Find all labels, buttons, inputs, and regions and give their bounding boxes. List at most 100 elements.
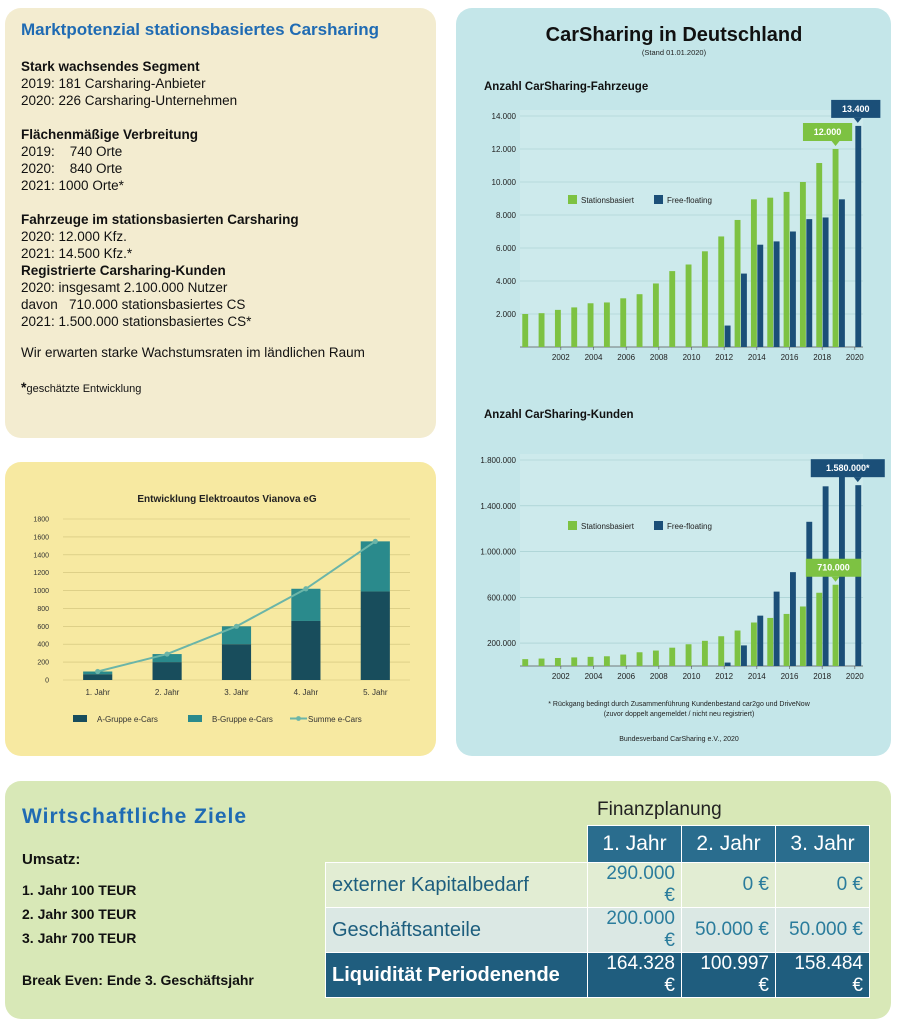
economic-goals-panel: Wirtschaftliche Ziele Umsatz: 1. Jahr 10… bbox=[5, 781, 891, 1019]
callout-pointer bbox=[853, 117, 862, 123]
x-tick-label: 2012 bbox=[715, 672, 733, 681]
y-tick-label: 1600 bbox=[33, 534, 49, 541]
bar-stationsbasiert bbox=[734, 219, 741, 347]
bar-a-gruppe bbox=[360, 591, 390, 680]
bar-stationsbasiert bbox=[669, 271, 676, 347]
bar-stationsbasiert bbox=[832, 149, 839, 347]
bar-free-floating bbox=[741, 273, 747, 347]
x-tick-label: 2010 bbox=[683, 672, 701, 681]
callout-label: 1.580.000* bbox=[826, 463, 870, 473]
bar-free-floating bbox=[806, 219, 813, 347]
legend-label: Free-floating bbox=[667, 522, 712, 531]
column-header: 2. Jahr bbox=[681, 825, 776, 863]
legend-label: Stationsbasiert bbox=[581, 196, 635, 205]
y-tick-label: 2.000 bbox=[496, 310, 517, 319]
germany-title: CarSharing in Deutschland bbox=[546, 24, 803, 46]
bar-free-floating bbox=[806, 521, 813, 666]
table-header-row: 1. Jahr 2. Jahr 3. Jahr bbox=[326, 825, 870, 863]
bar-stationsbasiert bbox=[522, 659, 529, 666]
bar-stationsbasiert bbox=[538, 658, 545, 666]
section-heading: Fahrzeuge im stationsbasierten Carsharin… bbox=[21, 212, 299, 227]
x-tick-label: 2008 bbox=[650, 353, 668, 362]
point-summe bbox=[303, 586, 309, 592]
row-label: Geschäftsanteile bbox=[325, 907, 588, 953]
bar-a-gruppe bbox=[83, 674, 113, 680]
table-cell: 164.328 € bbox=[587, 952, 682, 998]
x-tick-label: 2008 bbox=[650, 672, 668, 681]
y-tick-label: 1000 bbox=[33, 588, 49, 595]
x-tick-label: 4. Jahr bbox=[294, 688, 319, 697]
market-section-growth: Stark wachsendes Segment 2019: 181 Carsh… bbox=[21, 58, 420, 109]
column-header: 1. Jahr bbox=[587, 825, 682, 863]
x-tick-label: 2010 bbox=[683, 353, 701, 362]
x-tick-label: 2002 bbox=[552, 672, 570, 681]
germany-charts-svg: CarSharing in Deutschland (Stand 01.01.2… bbox=[480, 24, 885, 743]
bar-stationsbasiert bbox=[783, 191, 790, 347]
y-tick-label: 1200 bbox=[33, 570, 49, 577]
bar-stationsbasiert bbox=[816, 592, 823, 666]
footnote-star: * bbox=[21, 379, 27, 395]
y-tick-label: 600 bbox=[37, 624, 49, 631]
bar-stationsbasiert bbox=[620, 654, 627, 666]
bar-stationsbasiert bbox=[636, 652, 643, 666]
y-tick-label: 200.000 bbox=[487, 639, 516, 648]
section-line: 2020: 840 Orte bbox=[21, 161, 123, 176]
section-line: 2019: 740 Orte bbox=[21, 144, 123, 159]
legend-swatch bbox=[654, 195, 663, 204]
table-row: Geschäftsanteile 200.000 € 50.000 € 50.0… bbox=[325, 907, 870, 953]
table-cell: 50.000 € bbox=[681, 907, 776, 953]
bar-stationsbasiert bbox=[832, 584, 839, 666]
germany-source: Bundesverband CarSharing e.V., 2020 bbox=[619, 736, 739, 743]
bar-stationsbasiert bbox=[816, 163, 823, 347]
bar-stationsbasiert bbox=[538, 313, 545, 347]
x-tick-label: 2016 bbox=[781, 672, 799, 681]
bar-stationsbasiert bbox=[652, 283, 659, 347]
market-potential-panel: Marktpotenzial stationsbasiertes Carshar… bbox=[5, 8, 436, 438]
callout-label: 710.000 bbox=[817, 563, 850, 573]
bar-free-floating bbox=[839, 199, 845, 347]
bar-a-gruppe bbox=[291, 620, 321, 680]
market-section-vehicles: Fahrzeuge im stationsbasierten Carsharin… bbox=[21, 211, 420, 262]
legend-label: A-Gruppe e-Cars bbox=[97, 715, 158, 724]
bar-free-floating bbox=[724, 325, 731, 347]
section-line: 2020: 226 Carsharing-Unternehmen bbox=[21, 93, 238, 108]
bar-stationsbasiert bbox=[750, 622, 757, 666]
bar-stationsbasiert bbox=[652, 650, 659, 666]
y-tick-label: 8.000 bbox=[496, 211, 517, 220]
x-tick-label: 2002 bbox=[552, 353, 570, 362]
y-tick-label: 800 bbox=[37, 606, 49, 613]
section-heading: Stark wachsendes Segment bbox=[21, 59, 200, 74]
bar-stationsbasiert bbox=[734, 630, 741, 666]
bar-free-floating bbox=[773, 241, 780, 347]
x-tick-label: 5. Jahr bbox=[363, 688, 388, 697]
section-heading: Registrierte Carsharing-Kunden bbox=[21, 263, 226, 278]
germany-footnote-1: * Rückgang bedingt durch Zusammenführung… bbox=[548, 701, 810, 708]
carsharing-germany-panel: CarSharing in Deutschland (Stand 01.01.2… bbox=[456, 8, 891, 756]
bar-free-floating bbox=[757, 244, 764, 347]
section-heading: Flächenmäßige Verbreitung bbox=[21, 127, 199, 142]
y-tick-label: 600.000 bbox=[487, 593, 516, 602]
bar-free-floating bbox=[790, 572, 796, 666]
legend-label: B-Gruppe e-Cars bbox=[212, 715, 273, 724]
callout-box bbox=[810, 459, 885, 478]
x-tick-label: 2006 bbox=[617, 672, 635, 681]
x-tick-label: 1. Jahr bbox=[85, 688, 110, 697]
section-line: 2021: 14.500 Kfz.* bbox=[21, 246, 133, 261]
table-cell: 158.484 € bbox=[775, 952, 870, 998]
chart2-title: Anzahl CarSharing-Kunden bbox=[484, 409, 634, 421]
section-line: 2021: 1.500.000 stationsbasiertes CS* bbox=[21, 314, 252, 329]
bar-stationsbasiert bbox=[718, 236, 725, 347]
legend-label: Summe e-Cars bbox=[308, 715, 362, 724]
y-tick-label: 1.400.000 bbox=[480, 502, 516, 511]
bar-b-gruppe bbox=[152, 654, 182, 663]
germany-footnote-2: (zuvor doppelt angemeldet / nicht neu re… bbox=[604, 711, 755, 718]
section-line: davon 710.000 stationsbasiertes CS bbox=[21, 297, 246, 312]
bar-free-floating bbox=[757, 615, 764, 666]
x-tick-label: 2016 bbox=[781, 353, 799, 362]
bar-stationsbasiert bbox=[636, 294, 643, 347]
x-tick-label: 2. Jahr bbox=[155, 688, 180, 697]
market-section-spread: Flächenmäßige Verbreitung 2019: 740 Orte… bbox=[21, 126, 420, 194]
bar-stationsbasiert bbox=[571, 307, 578, 347]
y-tick-label: 1800 bbox=[33, 517, 49, 524]
x-tick-label: 2014 bbox=[748, 672, 766, 681]
